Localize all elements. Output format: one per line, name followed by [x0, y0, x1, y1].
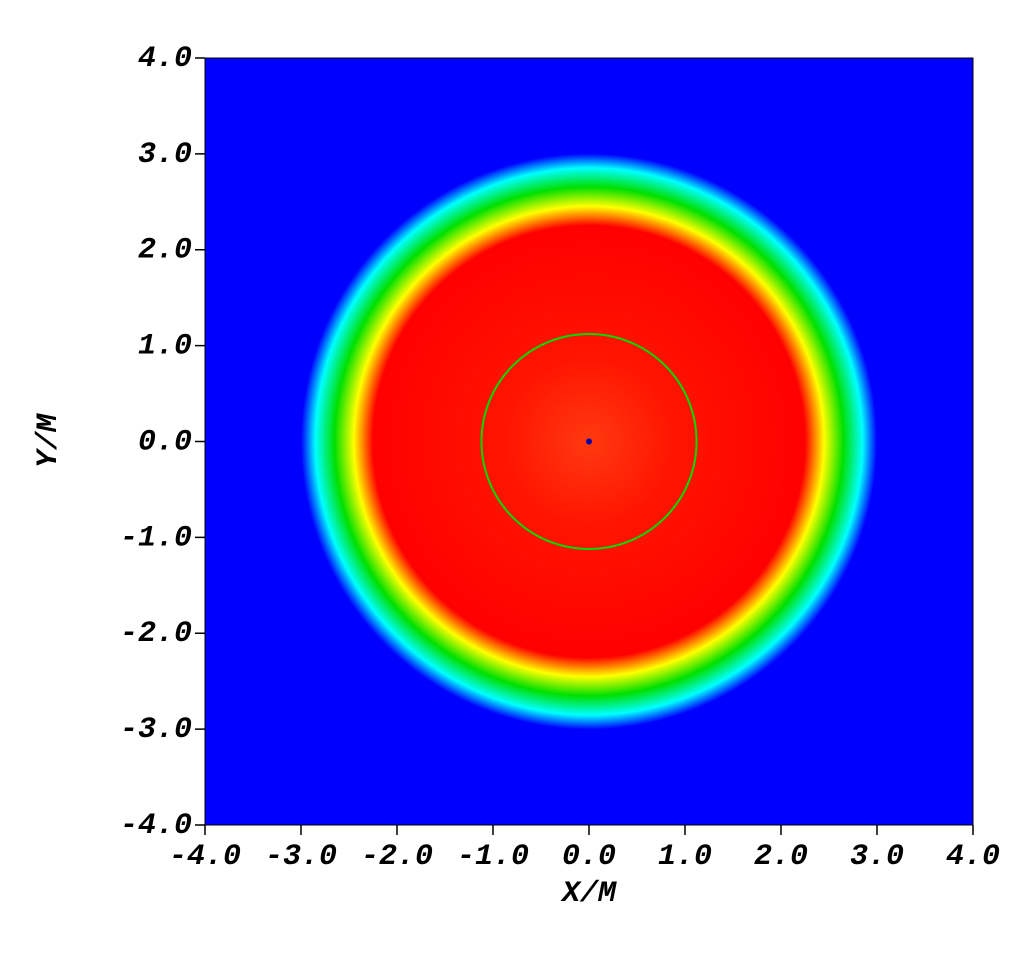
- y-tick-label: -4.0: [120, 809, 192, 843]
- x-tick-label: 2.0: [754, 840, 808, 874]
- y-tick-label: 1.0: [138, 330, 192, 364]
- x-axis-label: X/M: [560, 877, 617, 911]
- y-tick-label: -1.0: [120, 521, 192, 555]
- x-tick-label: 4.0: [946, 840, 1000, 874]
- y-tick-label: 3.0: [138, 138, 192, 172]
- y-tick-label: -2.0: [120, 617, 192, 651]
- y-axis-label: Y/M: [32, 413, 66, 468]
- center-point: [586, 438, 592, 445]
- x-tick-label: 3.0: [850, 840, 904, 874]
- y-tick-label: 0.0: [138, 425, 192, 459]
- contour: [480, 332, 698, 551]
- y-tick-label: 4.0: [138, 42, 192, 76]
- x-tick-label: -1.0: [457, 840, 529, 874]
- x-tick-label: 1.0: [658, 840, 712, 874]
- x-tick-label: 0.0: [562, 840, 616, 874]
- x-tick-label: -2.0: [361, 840, 433, 874]
- y-tick-label: -3.0: [120, 713, 192, 747]
- x-tick-label: -3.0: [265, 840, 337, 874]
- x-tick-label: -4.0: [169, 840, 241, 874]
- y-tick-label: 2.0: [138, 234, 192, 268]
